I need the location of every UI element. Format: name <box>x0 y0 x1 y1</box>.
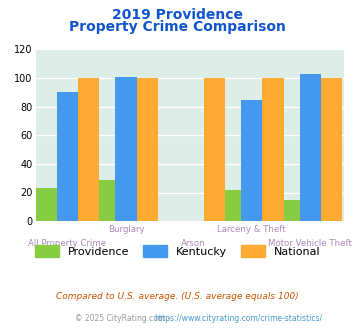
Text: Compared to U.S. average. (U.S. average equals 100): Compared to U.S. average. (U.S. average … <box>56 292 299 301</box>
Bar <box>204 78 225 221</box>
Bar <box>300 74 321 221</box>
Text: 2019 Providence: 2019 Providence <box>112 8 243 22</box>
Bar <box>36 188 57 221</box>
Text: Motor Vehicle Theft: Motor Vehicle Theft <box>268 239 352 248</box>
Bar <box>115 77 137 221</box>
Text: Property Crime Comparison: Property Crime Comparison <box>69 20 286 34</box>
Bar <box>241 100 262 221</box>
Bar <box>94 180 115 221</box>
Legend: Providence, Kentucky, National: Providence, Kentucky, National <box>34 245 321 257</box>
Bar <box>278 200 300 221</box>
Text: Arson: Arson <box>181 239 206 248</box>
Bar <box>262 78 284 221</box>
Bar <box>57 92 78 221</box>
Bar <box>220 190 241 221</box>
Text: Larceny & Theft: Larceny & Theft <box>217 225 286 234</box>
Bar <box>78 78 99 221</box>
Bar <box>137 78 158 221</box>
Bar <box>321 78 342 221</box>
Text: All Property Crime: All Property Crime <box>28 239 106 248</box>
Text: https://www.cityrating.com/crime-statistics/: https://www.cityrating.com/crime-statist… <box>154 314 323 323</box>
Text: Burglary: Burglary <box>108 225 144 234</box>
Text: © 2025 CityRating.com -: © 2025 CityRating.com - <box>75 314 172 323</box>
